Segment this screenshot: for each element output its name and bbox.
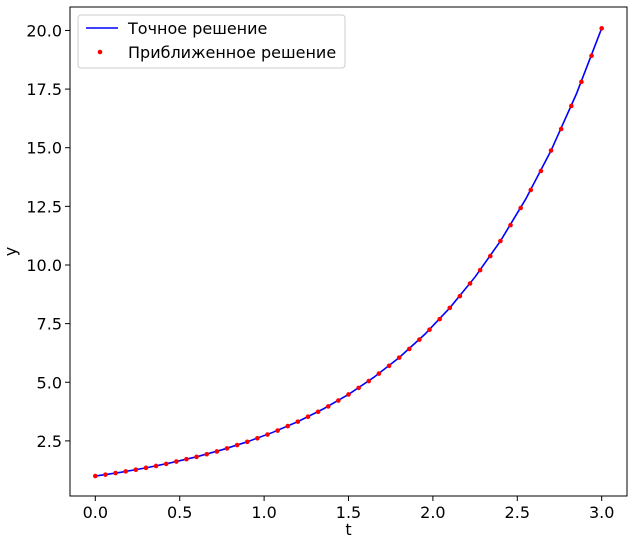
data-point-approx	[457, 293, 463, 299]
data-point-approx	[153, 463, 159, 469]
data-point-approx	[315, 409, 321, 415]
data-point-approx	[93, 473, 98, 479]
y-tick-label: 17.5	[26, 80, 62, 99]
data-point-approx	[548, 148, 554, 153]
data-point-approx	[244, 439, 250, 445]
y-tick-label: 20.0	[26, 21, 62, 40]
data-point-approx	[143, 465, 149, 471]
data-point-approx	[214, 449, 220, 454]
data-point-approx	[447, 305, 453, 311]
x-tick-label: 0.0	[83, 503, 108, 522]
data-point-approx	[417, 337, 422, 342]
data-point-approx	[386, 363, 392, 369]
data-point-approx	[427, 327, 432, 333]
x-axis-label: t	[345, 520, 351, 539]
legend: Точное решение Приближенное решение	[77, 14, 346, 69]
data-point-approx	[295, 419, 301, 424]
data-point-approx	[569, 103, 574, 109]
data-point-approx	[224, 446, 230, 451]
data-point-approx	[467, 281, 473, 286]
legend-entry-exact: Точное решение	[127, 19, 267, 38]
data-point-approx	[498, 238, 503, 244]
y-tick-label: 12.5	[26, 197, 62, 216]
data-point-approx	[133, 467, 139, 473]
data-point-approx	[518, 205, 523, 211]
data-point-approx	[234, 442, 240, 448]
data-point-approx	[396, 355, 402, 360]
data-point-approx	[589, 53, 594, 59]
plot-frame	[69, 6, 628, 497]
data-point-approx	[356, 385, 361, 391]
x-tick-label: 2.0	[420, 503, 445, 522]
data-point-approx	[336, 398, 341, 403]
x-tick-label: 1.5	[336, 503, 361, 522]
data-point-approx	[255, 436, 260, 441]
x-tick-label: 0.5	[167, 503, 192, 522]
series-line-exact	[95, 28, 603, 477]
data-point-approx	[579, 79, 584, 85]
x-tick-label: 3.0	[589, 503, 614, 522]
data-point-approx	[346, 392, 351, 397]
data-point-approx	[123, 469, 128, 474]
data-point-approx	[437, 316, 442, 322]
data-point-approx	[174, 459, 179, 464]
y-tick-label: 7.5	[37, 315, 62, 334]
data-point-approx	[163, 461, 169, 467]
data-point-approx	[103, 472, 108, 477]
data-point-approx	[184, 456, 189, 462]
data-point-approx	[487, 253, 493, 259]
data-point-approx	[376, 371, 382, 376]
y-tick-label: 5.0	[37, 373, 62, 392]
data-point-approx	[194, 454, 199, 460]
data-point-approx	[528, 187, 534, 193]
data-point-approx	[477, 267, 483, 273]
data-point-approx	[558, 126, 564, 132]
plot-layer	[93, 26, 604, 479]
data-point-approx	[508, 222, 513, 228]
y-tick-label: 2.5	[37, 432, 62, 451]
data-point-approx	[305, 414, 311, 420]
data-point-approx	[285, 423, 291, 429]
data-point-approx	[113, 470, 118, 476]
y-axis-label: y	[1, 247, 20, 256]
x-axis-ticks: 0.0 0.5 1.0 1.5 2.0 2.5 3.0	[83, 496, 614, 522]
data-point-approx	[599, 26, 604, 31]
y-tick-label: 10.0	[26, 256, 62, 275]
data-point-approx	[406, 346, 412, 352]
data-point-approx	[265, 432, 270, 437]
legend-marker-swatch	[97, 49, 103, 55]
data-point-approx	[204, 451, 210, 457]
y-tick-label: 15.0	[26, 139, 62, 158]
legend-entry-approx: Приближенное решение	[128, 43, 336, 62]
x-tick-label: 1.0	[251, 503, 276, 522]
data-point-approx	[275, 428, 280, 433]
data-point-approx	[325, 404, 331, 409]
legend-box	[77, 14, 346, 69]
x-tick-label: 2.5	[505, 503, 530, 522]
data-point-approx	[538, 168, 544, 174]
data-point-approx	[366, 378, 372, 384]
y-axis-ticks: 2.5 5.0 7.5 10.0 12.5 15.0 17.5 20.0	[26, 21, 70, 451]
